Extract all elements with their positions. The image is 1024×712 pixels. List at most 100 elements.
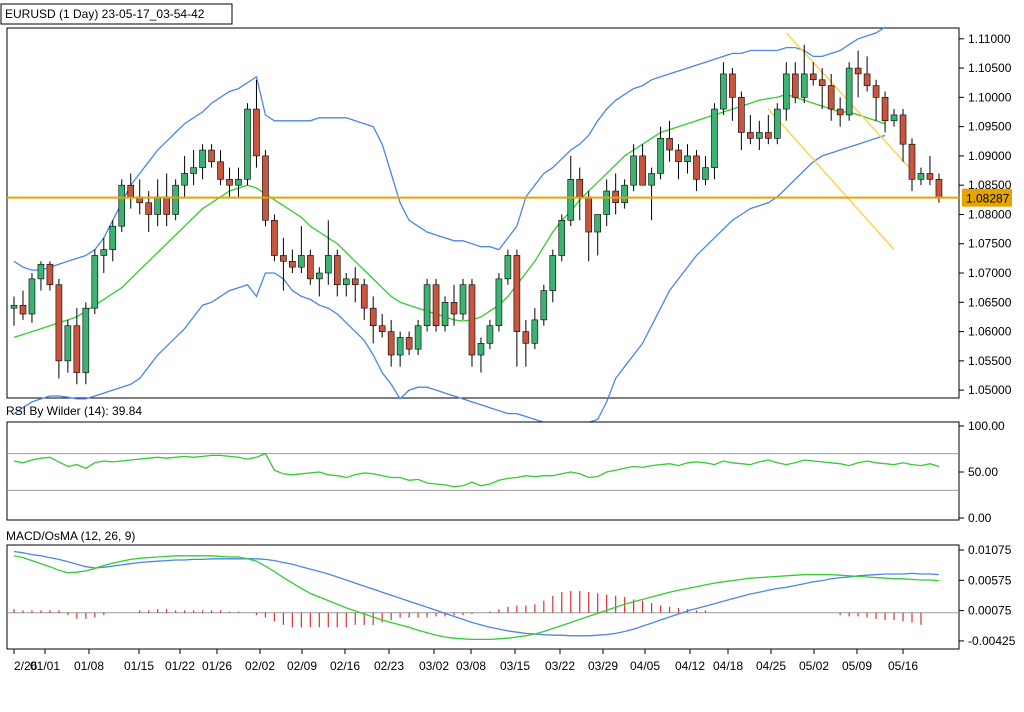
candle-bear <box>666 138 673 151</box>
candle-bull <box>172 184 179 215</box>
x-tick-label: 01/15 <box>124 659 154 673</box>
candle-bear <box>747 132 754 139</box>
candle-bull <box>477 342 485 356</box>
candle-bear <box>468 284 476 356</box>
candle-bear <box>729 73 736 98</box>
bollinger-upper-line <box>13 26 886 271</box>
x-tick-label: 03/15 <box>500 659 530 673</box>
x-tick-label: 02/23 <box>374 659 404 673</box>
candle-bull <box>235 179 242 186</box>
candle-bull <box>100 249 108 256</box>
candle-bull <box>10 304 18 309</box>
candle-bull <box>316 272 323 280</box>
candle-bull <box>181 173 188 186</box>
price-tick-label: 1.10000 <box>968 90 1012 104</box>
channel-line-2 <box>767 108 895 251</box>
candle-bear <box>738 97 745 133</box>
x-tick-label: 05/16 <box>888 659 918 673</box>
candle-bear <box>450 302 458 315</box>
candle-bear <box>280 255 287 262</box>
candle-bull <box>567 179 575 221</box>
candle-bull <box>630 155 637 186</box>
candle-bear <box>576 179 584 198</box>
x-tick-label: 2/26 <box>14 659 38 673</box>
rsi-pane <box>6 421 960 521</box>
x-tick-label: 02/09 <box>287 659 317 673</box>
candle-bull <box>91 255 99 309</box>
x-tick-label: 04/12 <box>675 659 705 673</box>
macd-line <box>13 550 939 637</box>
candle-bull <box>244 108 251 180</box>
candle-bear <box>935 179 943 198</box>
candle-bull <box>109 225 117 250</box>
candle-bull <box>495 278 503 327</box>
axes: 1.08287 1.11000 1.10500 1.10000 1.09500 1.090… <box>13 32 1016 673</box>
candle-bear <box>675 149 682 163</box>
candle-bear <box>926 173 934 180</box>
candle-bear <box>693 155 700 180</box>
candle-bear <box>333 255 341 286</box>
candle-bull <box>890 114 898 122</box>
candle-bear <box>289 261 296 268</box>
price-tick-label: 1.06000 <box>968 325 1012 339</box>
x-tick-label: 03/29 <box>588 659 618 673</box>
candle-bear <box>226 179 233 186</box>
current-price-label: 1.08287 <box>966 192 1010 206</box>
price-tick-label: 1.09000 <box>968 149 1012 163</box>
candle-bear <box>127 184 135 198</box>
candle-bear <box>818 79 826 86</box>
candle-bull <box>621 184 628 204</box>
title-box <box>0 3 233 25</box>
candle-bull <box>82 307 90 373</box>
candle-bear <box>432 284 440 327</box>
x-tick-label: 03/08 <box>456 659 486 673</box>
x-tick-label: 05/09 <box>842 659 872 673</box>
candle-bull <box>324 255 332 274</box>
macd-tick-label: -0.00425 <box>968 634 1016 648</box>
candle-bull <box>657 138 664 174</box>
macd-tick-label: 0.00075 <box>968 604 1012 618</box>
candle-bear <box>145 202 152 215</box>
x-tick-label: 01/26 <box>202 659 232 673</box>
x-tick-label: 02/02 <box>245 659 275 673</box>
candle-bear <box>908 143 916 180</box>
candle-bear <box>387 331 395 356</box>
candle-bear <box>307 255 314 280</box>
candle-bear <box>208 149 215 163</box>
candle-bear <box>360 284 368 309</box>
x-tick-label: 04/05 <box>630 659 660 673</box>
candle-bear <box>827 85 835 110</box>
candle-bear <box>378 325 386 332</box>
candle-bear <box>46 263 54 286</box>
candle-bear <box>899 114 907 145</box>
candle-bull <box>702 167 709 180</box>
x-tick-label: 02/16 <box>330 659 360 673</box>
candle-bull <box>756 132 763 139</box>
price-tick-label: 1.09500 <box>968 120 1012 134</box>
price-tick-label: 1.08500 <box>968 178 1012 192</box>
candle-bull <box>800 73 808 98</box>
candle-bull <box>64 325 72 362</box>
macd-tick-label: 0.01075 <box>968 543 1012 557</box>
x-tick-label: 01/01 <box>30 659 60 673</box>
candle-bear <box>55 284 63 362</box>
candle-bull <box>190 167 197 174</box>
candle-bear <box>253 108 260 157</box>
candle-bull <box>845 67 853 116</box>
candle-bull <box>773 108 781 139</box>
candle-bull <box>342 278 350 286</box>
rsi-tick-label: 50.00 <box>968 465 998 479</box>
price-tick-label: 1.11000 <box>968 32 1011 46</box>
price-tick-label: 1.07500 <box>968 237 1012 251</box>
candle-bear <box>271 220 278 256</box>
candle-bear <box>351 278 359 286</box>
candle-bear <box>854 67 862 75</box>
x-tick-label: 01/22 <box>165 659 195 673</box>
candle-bull <box>441 302 449 327</box>
price-tick-label: 1.08000 <box>968 207 1012 221</box>
rsi-plot <box>7 452 959 491</box>
candle-bull <box>782 73 790 110</box>
macd-plot <box>7 550 959 641</box>
candle-bull <box>199 149 206 168</box>
